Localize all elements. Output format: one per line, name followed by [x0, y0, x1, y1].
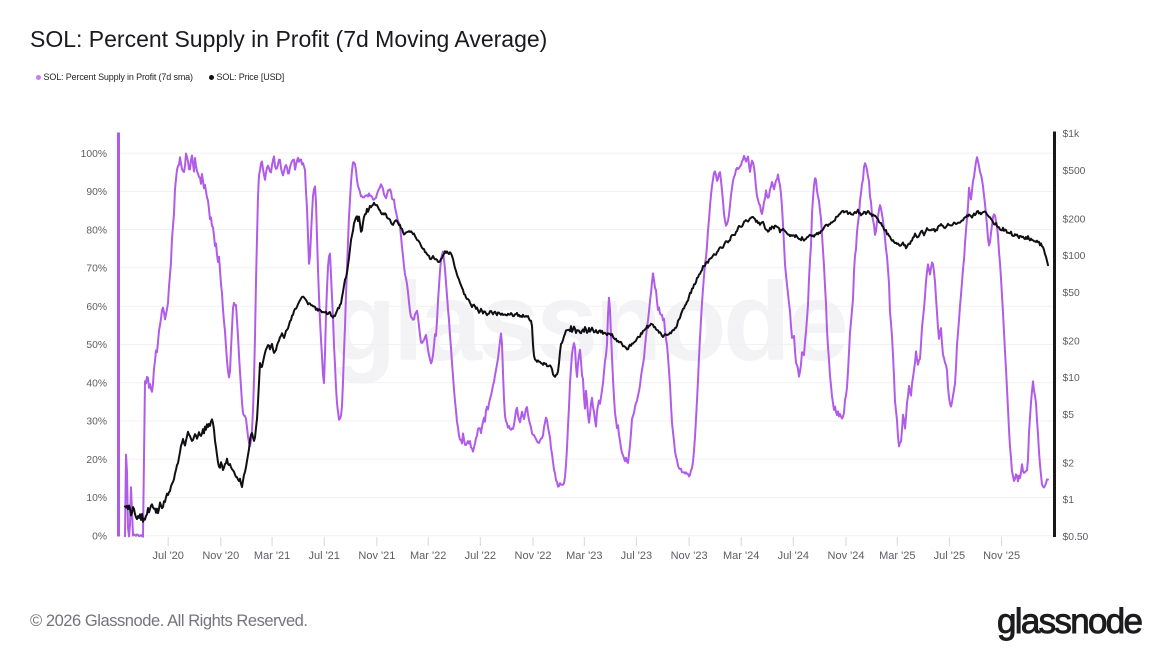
svg-text:90%: 90%: [86, 187, 107, 198]
svg-text:Nov '21: Nov '21: [358, 550, 395, 562]
svg-text:Nov '25: Nov '25: [983, 550, 1020, 562]
svg-text:Jul '21: Jul '21: [308, 550, 339, 562]
svg-text:$10: $10: [1063, 373, 1080, 384]
svg-text:$5: $5: [1063, 410, 1075, 421]
svg-text:Jul '24: Jul '24: [778, 550, 809, 562]
svg-text:Mar '24: Mar '24: [723, 550, 759, 562]
svg-text:Nov '22: Nov '22: [515, 550, 552, 562]
svg-text:Nov '23: Nov '23: [671, 550, 708, 562]
svg-text:50%: 50%: [86, 340, 107, 351]
svg-text:$50: $50: [1063, 288, 1080, 299]
svg-text:$200: $200: [1063, 214, 1086, 225]
svg-text:Jul '22: Jul '22: [465, 550, 496, 562]
svg-text:$500: $500: [1063, 166, 1086, 177]
svg-text:70%: 70%: [86, 264, 107, 275]
svg-text:20%: 20%: [86, 455, 107, 466]
svg-text:$2: $2: [1063, 458, 1075, 469]
svg-text:Nov '20: Nov '20: [202, 550, 239, 562]
svg-text:glassnode: glassnode: [329, 260, 846, 384]
svg-text:80%: 80%: [86, 225, 107, 236]
svg-text:Nov '24: Nov '24: [828, 550, 865, 562]
svg-text:$1: $1: [1063, 495, 1075, 506]
svg-text:Mar '21: Mar '21: [254, 550, 290, 562]
svg-text:Mar '25: Mar '25: [879, 550, 915, 562]
svg-text:$0.50: $0.50: [1063, 532, 1089, 543]
svg-text:60%: 60%: [86, 302, 107, 313]
svg-text:10%: 10%: [86, 493, 107, 504]
svg-text:$100: $100: [1063, 251, 1086, 262]
svg-text:Jul '25: Jul '25: [934, 550, 965, 562]
svg-text:Mar '22: Mar '22: [410, 550, 446, 562]
svg-text:0%: 0%: [92, 532, 107, 543]
svg-text:$20: $20: [1063, 336, 1080, 347]
svg-text:30%: 30%: [86, 417, 107, 428]
svg-text:Jul '23: Jul '23: [621, 550, 652, 562]
svg-text:40%: 40%: [86, 378, 107, 389]
svg-text:100%: 100%: [81, 149, 107, 160]
svg-text:Jul '20: Jul '20: [152, 550, 183, 562]
svg-text:Mar '23: Mar '23: [566, 550, 602, 562]
svg-text:$1k: $1k: [1063, 129, 1080, 140]
